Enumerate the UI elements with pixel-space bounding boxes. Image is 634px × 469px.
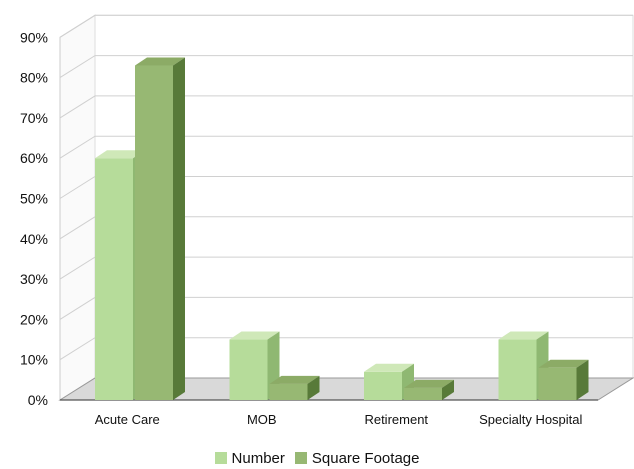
bar-side — [307, 375, 320, 400]
legend: Number Square Footage — [0, 448, 634, 468]
bar-top — [135, 57, 185, 66]
bar-front — [229, 339, 268, 400]
legend-swatch-square-footage — [294, 452, 307, 464]
bar-front — [95, 158, 133, 400]
bar-square-footage-mob — [269, 375, 320, 400]
bar-front — [538, 367, 577, 400]
category-label-retirement: Retirement — [364, 412, 428, 427]
y-tick-label: 10% — [20, 352, 48, 368]
bar-top — [404, 379, 454, 388]
bar-front — [364, 371, 402, 400]
bar-side — [576, 359, 589, 400]
gridline — [59, 14, 633, 38]
bar-square-footage-retirement — [404, 379, 454, 400]
y-tick-label: 80% — [20, 70, 48, 86]
y-tick-label: 70% — [20, 110, 48, 126]
y-tick-label: 50% — [20, 191, 48, 207]
bar-front — [498, 339, 537, 400]
side-wall — [59, 14, 96, 401]
y-tick-label: 30% — [20, 271, 48, 287]
gridline — [59, 95, 633, 119]
gridline — [59, 55, 633, 79]
x-axis-categories: Acute Care MOB Retirement Specialty Hospita… — [95, 412, 583, 427]
y-tick-label: 20% — [20, 311, 48, 327]
bar-top — [229, 331, 280, 340]
bar-top — [95, 150, 145, 159]
category-label-mob: MOB — [247, 412, 277, 427]
bar-top — [498, 331, 549, 340]
bar-front — [269, 383, 308, 400]
gridline — [59, 135, 633, 159]
bars — [95, 57, 589, 400]
bar-side — [442, 379, 454, 400]
y-tick-label: 40% — [20, 231, 48, 247]
legend-item-square-footage: Square Footage — [294, 449, 420, 467]
bar-front — [404, 387, 442, 400]
bar-square-footage-specialty-hospital — [538, 359, 589, 400]
bar-top — [364, 363, 414, 372]
y-tick-label: 60% — [20, 150, 48, 166]
bar-top — [538, 359, 589, 368]
bar-top — [269, 375, 320, 384]
bar-front — [135, 65, 173, 400]
legend-item-number: Number — [214, 449, 285, 467]
category-label-acute-care: Acute Care — [95, 412, 160, 427]
y-tick-label: 90% — [20, 29, 48, 45]
legend-label-square-footage: Square Footage — [311, 449, 420, 467]
y-tick-label: 0% — [28, 392, 48, 408]
category-label-specialty-hospital: Specialty Hospital — [479, 412, 582, 427]
legend-swatch-number — [214, 452, 227, 464]
y-axis-ticks: 0% 10% 20% 30% 40% 50% 60% 70% 80% 90% — [20, 29, 48, 408]
bar-square-footage-acute-care — [135, 57, 185, 400]
bar-side — [173, 57, 185, 400]
legend-label-number: Number — [231, 449, 285, 467]
